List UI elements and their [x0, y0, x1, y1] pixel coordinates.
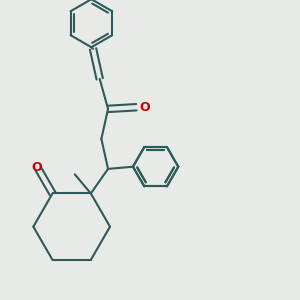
Text: O: O — [32, 161, 42, 174]
Text: O: O — [140, 101, 150, 114]
